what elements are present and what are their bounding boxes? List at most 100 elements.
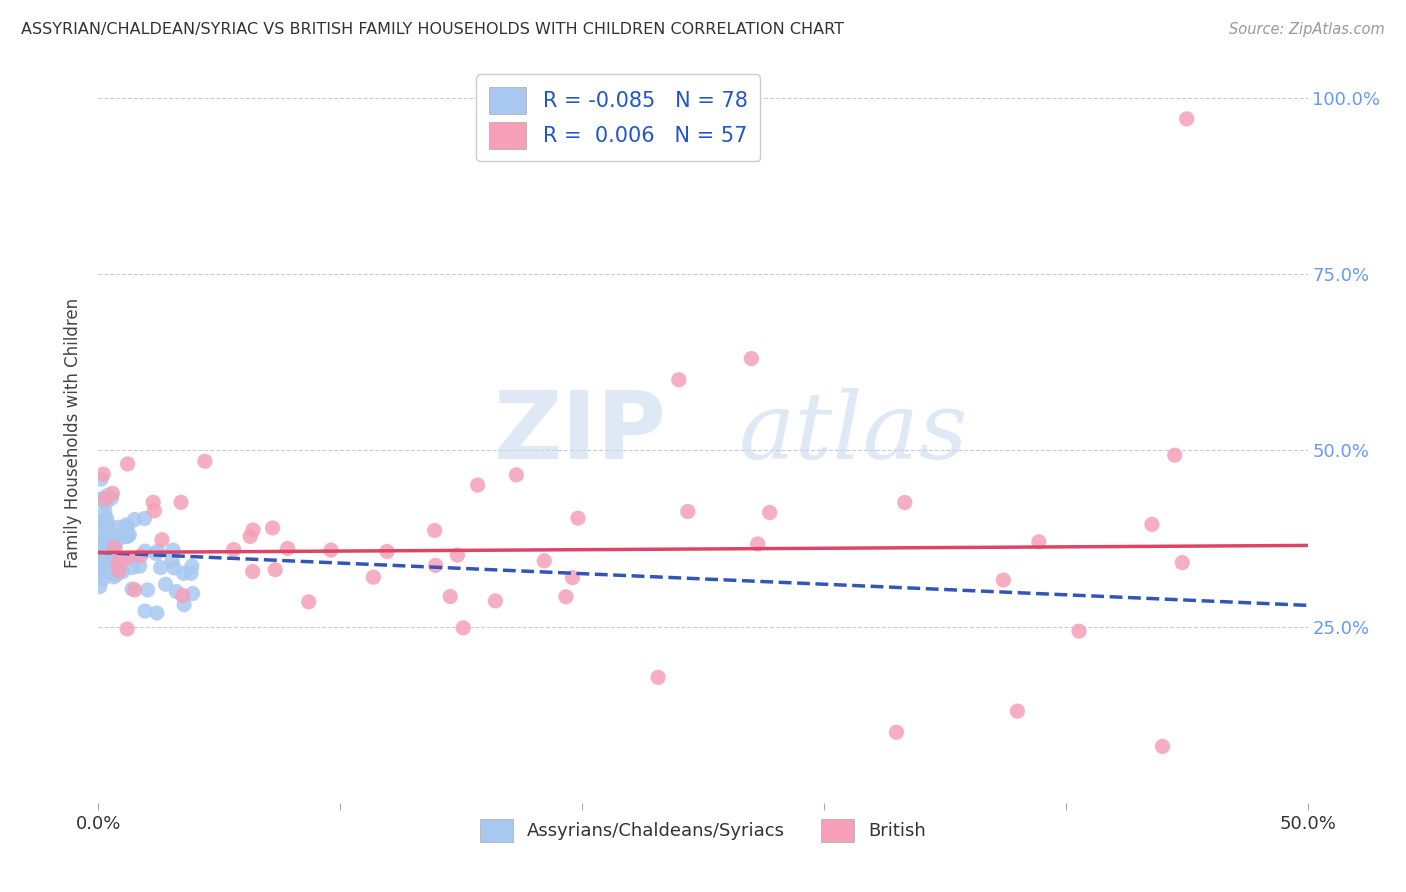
Point — [93, 529, 115, 543]
Point — [886, 725, 908, 739]
Point — [91, 467, 114, 482]
Point — [150, 533, 173, 547]
Point — [561, 571, 583, 585]
Point — [121, 582, 143, 596]
Point — [103, 530, 125, 544]
Point — [129, 549, 152, 563]
Point — [298, 595, 321, 609]
Point — [105, 567, 128, 582]
Point — [155, 577, 177, 591]
Point — [111, 565, 134, 579]
Point — [89, 548, 111, 562]
Text: ASSYRIAN/CHALDEAN/SYRIAC VS BRITISH FAMILY HOUSEHOLDS WITH CHILDREN CORRELATION : ASSYRIAN/CHALDEAN/SYRIAC VS BRITISH FAMI… — [21, 22, 844, 37]
Point — [91, 549, 114, 563]
Point — [165, 584, 187, 599]
Point — [277, 541, 299, 556]
Point — [104, 533, 127, 548]
Point — [94, 506, 117, 520]
Point — [181, 559, 204, 574]
Point — [124, 582, 146, 597]
Point — [1140, 517, 1163, 532]
Point — [97, 523, 120, 537]
Point — [90, 566, 112, 580]
Point — [96, 541, 118, 555]
Point — [91, 572, 114, 586]
Point — [993, 573, 1015, 587]
Point — [115, 517, 138, 532]
Point — [96, 532, 118, 546]
Point — [94, 491, 117, 506]
Point — [505, 467, 527, 482]
Point — [104, 541, 127, 555]
Point — [94, 496, 117, 510]
Point — [676, 504, 699, 518]
Point — [319, 543, 342, 558]
Point — [90, 491, 112, 506]
Point — [101, 486, 124, 500]
Point — [89, 564, 111, 578]
Point — [93, 557, 115, 571]
Point — [94, 546, 117, 560]
Point — [89, 514, 111, 528]
Point — [439, 590, 461, 604]
Point — [146, 606, 169, 620]
Point — [121, 560, 143, 574]
Point — [94, 544, 117, 558]
Point — [554, 590, 576, 604]
Point — [467, 478, 489, 492]
Point — [103, 541, 125, 555]
Point — [97, 543, 120, 558]
Point — [162, 543, 184, 558]
Point — [1007, 704, 1029, 718]
Point — [451, 621, 474, 635]
Point — [375, 544, 398, 558]
Point — [128, 559, 150, 574]
Point — [117, 529, 139, 543]
Point — [173, 566, 195, 581]
Point — [1067, 624, 1090, 639]
Point — [96, 535, 118, 549]
Point — [89, 493, 111, 508]
Point — [115, 529, 138, 543]
Point — [423, 524, 446, 538]
Point — [117, 457, 139, 471]
Point — [108, 564, 131, 578]
Point — [1028, 534, 1050, 549]
Point — [120, 550, 142, 565]
Point — [91, 516, 114, 530]
Point — [180, 566, 202, 581]
Point — [222, 542, 245, 557]
Point — [136, 582, 159, 597]
Point — [160, 554, 183, 568]
Point — [425, 558, 447, 573]
Point — [239, 529, 262, 543]
Point — [100, 491, 122, 505]
Point — [1164, 448, 1187, 462]
Point — [149, 560, 172, 574]
Point — [894, 495, 917, 509]
Point — [115, 551, 138, 566]
Point — [145, 547, 167, 561]
Point — [758, 506, 780, 520]
Point — [94, 542, 117, 557]
Point — [96, 488, 118, 502]
Point — [96, 511, 118, 525]
Point — [194, 454, 217, 468]
Point — [94, 542, 117, 557]
Point — [146, 544, 169, 558]
Point — [747, 537, 769, 551]
Point — [484, 594, 506, 608]
Point — [91, 492, 114, 507]
Point — [143, 504, 166, 518]
Point — [97, 517, 120, 532]
Point — [163, 561, 186, 575]
Point — [101, 555, 124, 569]
Text: Source: ZipAtlas.com: Source: ZipAtlas.com — [1229, 22, 1385, 37]
Point — [93, 543, 115, 558]
Point — [107, 555, 129, 569]
Point — [89, 580, 111, 594]
Point — [94, 559, 117, 574]
Point — [170, 495, 193, 509]
Legend: Assyrians/Chaldeans/Syriacs, British: Assyrians/Chaldeans/Syriacs, British — [472, 812, 934, 849]
Point — [94, 536, 117, 550]
